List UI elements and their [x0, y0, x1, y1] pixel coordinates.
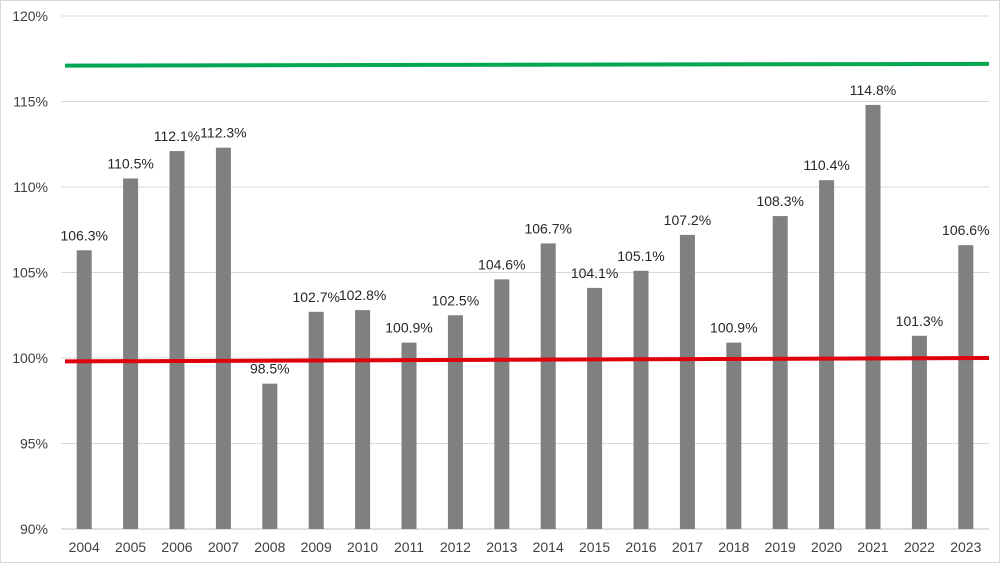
y-tick-label: 110% [13, 179, 48, 195]
bar [123, 178, 139, 529]
x-tick-label: 2019 [765, 539, 796, 555]
data-label: 101.3% [896, 313, 943, 329]
x-tick-label: 2013 [486, 539, 517, 555]
y-tick-label: 120% [12, 8, 48, 24]
data-label: 106.3% [60, 227, 107, 243]
y-tick-label: 95% [20, 436, 48, 452]
x-tick-label: 2012 [440, 539, 471, 555]
data-label: 105.1% [617, 248, 664, 264]
data-label: 108.3% [756, 193, 803, 209]
bar [262, 383, 278, 529]
y-tick-label: 105% [12, 265, 48, 281]
y-tick-label: 100% [12, 350, 48, 366]
data-label: 107.2% [664, 212, 711, 228]
data-label: 102.7% [292, 289, 339, 305]
x-tick-label: 2018 [718, 539, 749, 555]
x-tick-label: 2022 [904, 539, 935, 555]
data-label: 102.8% [339, 287, 386, 303]
data-label: 106.6% [942, 222, 989, 238]
x-tick-label: 2004 [69, 539, 100, 555]
x-tick-label: 2015 [579, 539, 610, 555]
reference-line [64, 61, 990, 68]
x-tick-label: 2017 [672, 539, 703, 555]
bar [169, 151, 185, 529]
bar [679, 234, 695, 529]
y-tick-label: 115% [13, 94, 48, 110]
bar [726, 342, 742, 529]
x-tick-label: 2014 [533, 539, 564, 555]
bar [819, 180, 835, 529]
bar [633, 270, 649, 529]
data-label: 106.7% [524, 220, 571, 236]
x-tick-label: 2023 [950, 539, 981, 555]
bar [772, 216, 788, 529]
bar [587, 287, 603, 529]
x-tick-label: 2008 [254, 539, 285, 555]
bar [308, 311, 324, 529]
y-tick-label: 90% [20, 521, 48, 537]
x-tick-label: 2021 [857, 539, 888, 555]
x-tick-label: 2007 [208, 539, 239, 555]
bar [215, 147, 231, 530]
bar [447, 315, 463, 529]
data-label: 110.4% [803, 157, 849, 173]
x-tick-label: 2009 [301, 539, 332, 555]
bar [76, 250, 92, 529]
bar [865, 104, 881, 530]
data-label: 114.8% [850, 82, 896, 98]
data-label: 100.9% [710, 320, 757, 336]
x-tick-label: 2005 [115, 539, 146, 555]
data-label: 98.5% [250, 361, 290, 377]
bar [540, 243, 556, 529]
x-tick-label: 2020 [811, 539, 842, 555]
x-tick-label: 2010 [347, 539, 378, 555]
data-label: 110.5% [107, 155, 153, 171]
data-label: 100.9% [385, 320, 432, 336]
data-label: 104.6% [478, 256, 525, 272]
bar [355, 310, 371, 529]
data-label: 104.1% [571, 265, 618, 281]
x-tick-label: 2011 [394, 539, 424, 555]
bar [911, 335, 927, 529]
bar [401, 342, 417, 529]
data-label: 102.5% [432, 292, 479, 308]
data-label: 112.1% [154, 128, 200, 144]
data-label: 112.3% [200, 125, 246, 141]
bar [494, 279, 510, 529]
x-tick-label: 2016 [625, 539, 656, 555]
x-tick-label: 2006 [161, 539, 192, 555]
reference-line [64, 356, 990, 364]
bar [958, 245, 974, 529]
